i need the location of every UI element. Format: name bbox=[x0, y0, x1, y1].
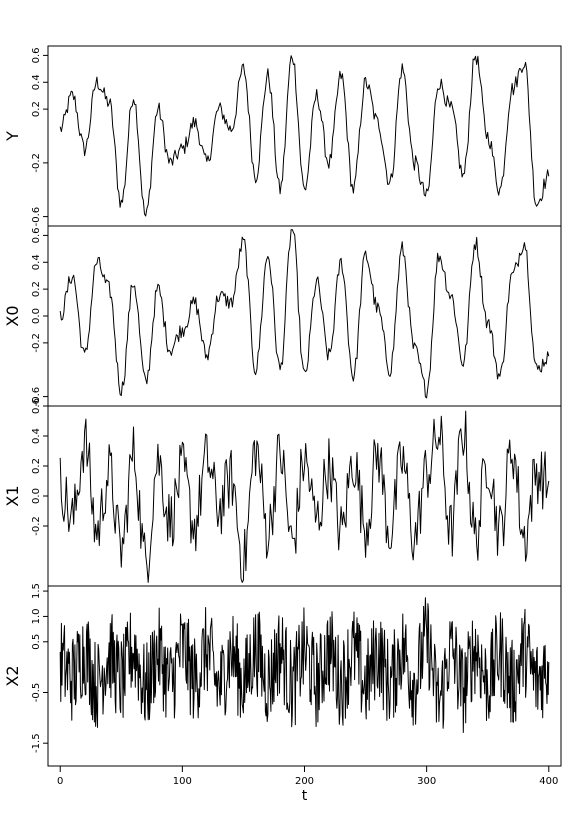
x-tick-label: 200 bbox=[295, 776, 314, 787]
y-tick-label-x0: -0.6 bbox=[31, 387, 42, 407]
y-tick-label-x1: 0.2 bbox=[31, 458, 42, 474]
y-axis-label-x2: X2 bbox=[3, 665, 22, 686]
y-tick-label-y: 0.6 bbox=[31, 47, 42, 63]
y-tick-label-x0: 0.0 bbox=[31, 308, 42, 324]
panel-frame-y bbox=[47, 45, 562, 227]
y-tick-label-x2: 1.0 bbox=[31, 608, 42, 624]
y-tick-label-y: 0.4 bbox=[31, 74, 42, 90]
series-line-x1 bbox=[59, 410, 550, 583]
y-tick-label-x2: 1.5 bbox=[31, 583, 42, 599]
x-tick-label: 0 bbox=[57, 776, 63, 787]
series-line-x0 bbox=[59, 229, 550, 399]
panel-frame-x1 bbox=[47, 405, 562, 587]
y-tick-label-y: 0.2 bbox=[31, 101, 42, 117]
series-line-y bbox=[59, 55, 550, 217]
x-axis-label: t bbox=[302, 788, 308, 804]
x-tick-label: 400 bbox=[539, 776, 558, 787]
y-tick-label-y: -0.2 bbox=[31, 153, 42, 173]
x-tick-label: 300 bbox=[417, 776, 436, 787]
y-tick-label-x2: -1.5 bbox=[31, 733, 42, 753]
y-tick-label-x0: 0.4 bbox=[31, 254, 42, 270]
y-axis-label-x0: X0 bbox=[3, 305, 22, 326]
y-tick-label-x0: 0.2 bbox=[31, 281, 42, 297]
x-tick-label: 100 bbox=[173, 776, 192, 787]
series-line-x2 bbox=[59, 597, 550, 733]
y-axis-label-x1: X1 bbox=[3, 485, 22, 506]
y-tick-label-x1: 0.4 bbox=[31, 428, 42, 444]
y-tick-label-x1: 0.0 bbox=[31, 488, 42, 504]
y-tick-label-x2: 0.5 bbox=[31, 634, 42, 650]
y-tick-label-x0: -0.2 bbox=[31, 333, 42, 353]
y-tick-label-x1: 0.6 bbox=[31, 398, 42, 414]
y-axis-label-y: Y bbox=[3, 131, 22, 142]
y-tick-label-x2: -0.5 bbox=[31, 683, 42, 703]
y-tick-label-x0: 0.6 bbox=[31, 227, 42, 243]
y-tick-label-x1: -0.2 bbox=[31, 516, 42, 536]
y-tick-label-y: -0.6 bbox=[31, 207, 42, 227]
